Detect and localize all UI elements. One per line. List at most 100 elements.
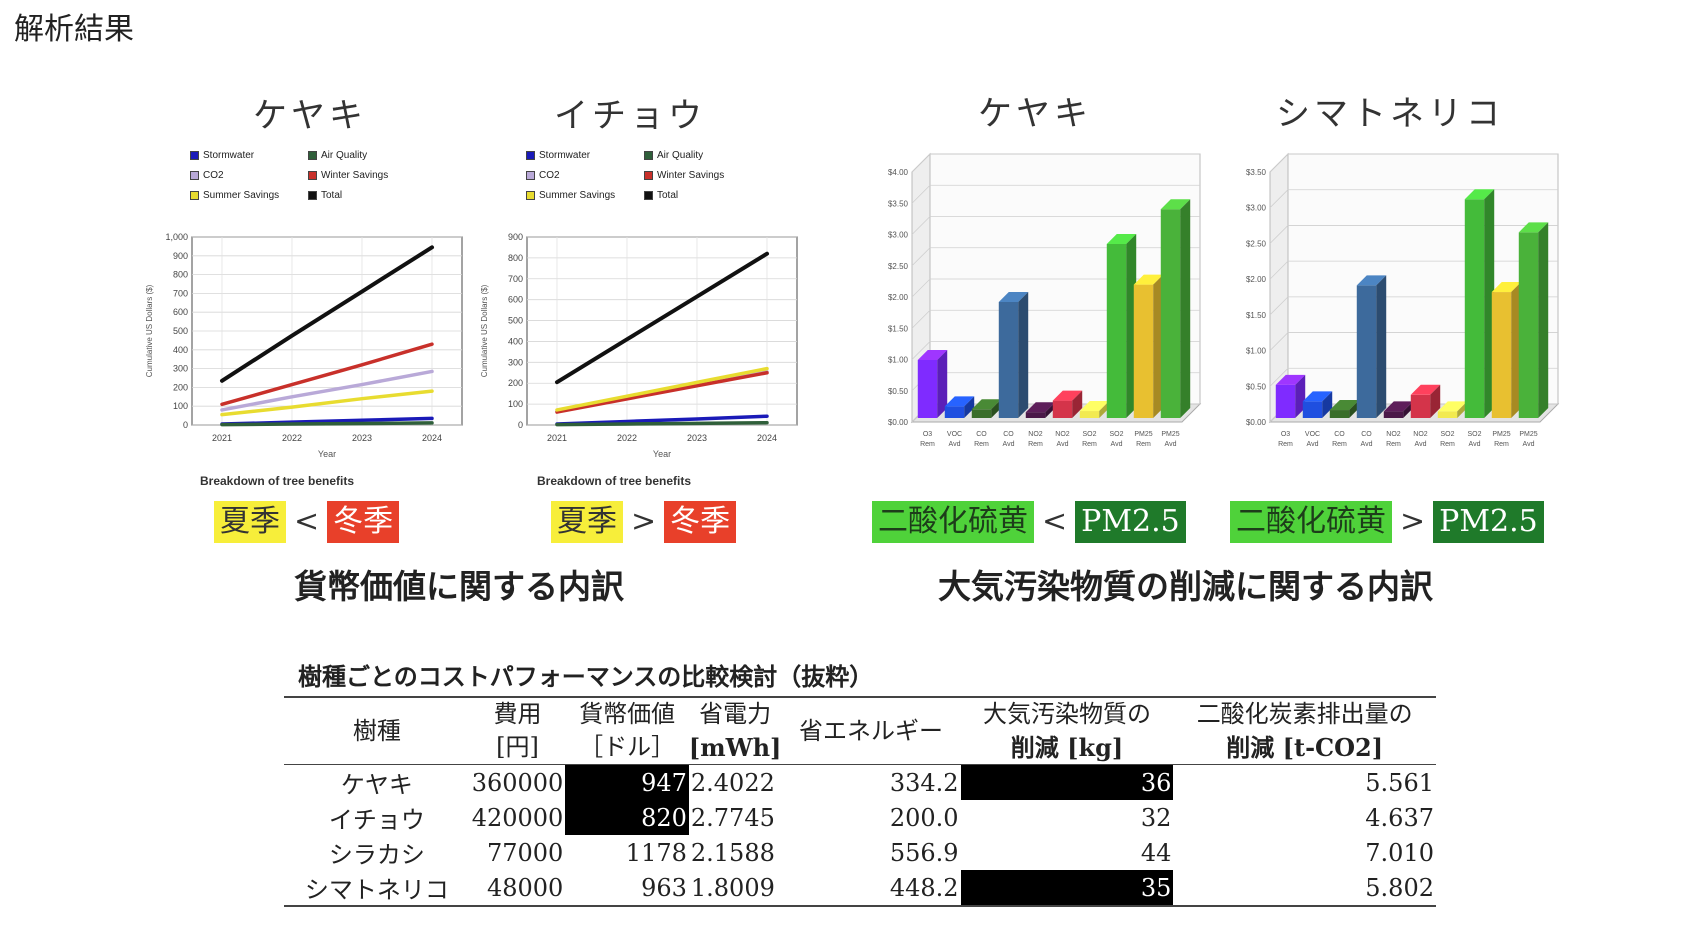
legend-label: CO2 xyxy=(203,170,224,181)
y-tick-label: 0 xyxy=(183,420,188,430)
x-tick-label: SO2 xyxy=(1082,431,1096,438)
cell-co2-reduction: 5.561 xyxy=(1365,768,1434,797)
y-tick-label: $0.00 xyxy=(1246,418,1267,427)
bar-side xyxy=(964,396,975,418)
x-axis-label: Year xyxy=(653,449,671,459)
comparison-icho: 夏季 > 冬季 xyxy=(551,501,737,543)
bar xyxy=(1275,384,1296,418)
cell-energy-saving: 334.2 xyxy=(889,768,959,797)
legend-item: Stormwater xyxy=(190,150,254,161)
x-tick-label: Avd xyxy=(1057,441,1069,448)
bar-side xyxy=(1072,390,1083,418)
y-tick-label: 200 xyxy=(173,382,188,392)
legend-swatch xyxy=(190,190,199,200)
bar-side xyxy=(991,399,1002,418)
plot-area xyxy=(526,236,798,426)
bar-top xyxy=(1302,391,1333,402)
table-title: 樹種ごとのコストパフォーマンスの比較検討（抜粋） xyxy=(298,663,874,691)
y-tick-label: 1,000 xyxy=(165,232,188,242)
grid-line xyxy=(911,247,931,267)
header-label: 二酸化炭素排出量の xyxy=(1196,700,1413,728)
slide-title: 解析結果 xyxy=(14,12,134,47)
x-tick-label: 2021 xyxy=(212,433,232,443)
x-tick-label: PM25 xyxy=(1519,431,1537,438)
section-pollutants: 大気汚染物質の削減に関する内訳 xyxy=(938,567,1433,606)
x-tick-label: CO xyxy=(1003,431,1014,438)
cell-pollutant-reduction: 36 xyxy=(960,764,1174,800)
bar xyxy=(1025,412,1046,418)
bar-side xyxy=(1045,402,1056,418)
y-tick-label: $0.00 xyxy=(888,418,909,427)
y-tick-label: 500 xyxy=(173,326,188,336)
x-tick-label: PM25 xyxy=(1161,431,1179,438)
y-tick-label: $0.50 xyxy=(888,387,909,396)
bar-top xyxy=(1133,274,1164,285)
series-line xyxy=(220,421,434,427)
x-tick-label: CO xyxy=(976,431,987,438)
bar xyxy=(971,409,992,418)
bar xyxy=(1383,411,1404,418)
series-line xyxy=(220,369,434,412)
y-tick-label: $2.50 xyxy=(1246,239,1267,248)
y-tick-label: $4.00 xyxy=(888,168,909,177)
chart-title-icho-line: イチョウ xyxy=(554,96,706,136)
grid-line xyxy=(911,309,931,329)
x-tick-label: O3 xyxy=(923,431,932,438)
x-tick-label: NO2 xyxy=(1413,431,1428,438)
y-tick-label: $3.50 xyxy=(1246,168,1267,177)
header-label: 樹種 xyxy=(352,716,401,745)
legend-swatch xyxy=(526,190,535,200)
grid-line xyxy=(1269,189,1289,208)
x-tick-label: Rem xyxy=(1494,441,1509,448)
legend-item: Winter Savings xyxy=(644,170,724,181)
legend-swatch xyxy=(190,170,199,180)
x-tick-label: Avd xyxy=(1523,441,1535,448)
bar-side xyxy=(1538,222,1549,418)
grid-line xyxy=(911,153,931,173)
legend-item: Total xyxy=(308,190,342,201)
comparison-right: PM2.5 xyxy=(1433,501,1544,543)
legend-item: Summer Savings xyxy=(190,190,279,201)
cell-species: シラカシ xyxy=(328,841,425,869)
legend-label: Winter Savings xyxy=(321,170,389,181)
legend-swatch xyxy=(190,150,199,160)
y-tick-label: 100 xyxy=(508,399,523,409)
legend-label: Stormwater xyxy=(539,150,591,161)
header-label: 省電力 xyxy=(699,700,772,728)
comparison-keyaki-pollutants: 二酸化硫黄 < PM2.5 xyxy=(872,501,1186,543)
comparison-left: 二酸化硫黄 xyxy=(1230,501,1392,543)
bar xyxy=(1464,199,1485,418)
x-tick-label: CO xyxy=(1334,431,1345,438)
y-tick-label: 200 xyxy=(508,378,523,388)
cell-power-saving: 2.1588 xyxy=(690,838,775,867)
y-tick-label: 0 xyxy=(518,420,523,430)
grid-line xyxy=(1269,153,1289,173)
header-unit: 削減 [kg] xyxy=(1010,733,1124,762)
legend-item: CO2 xyxy=(526,170,560,181)
comparison-shimatoneriko-pollutants: 二酸化硫黄 > PM2.5 xyxy=(1230,501,1544,543)
y-tick-label: $2.00 xyxy=(1246,275,1267,284)
x-tick-label: 2023 xyxy=(352,433,372,443)
bar-top xyxy=(1491,282,1522,293)
bar-top xyxy=(971,399,1002,410)
header-label: 貨幣価値 xyxy=(579,700,676,728)
bar-side xyxy=(1180,199,1191,418)
y-tick-label: 500 xyxy=(508,316,523,326)
x-tick-label: Rem xyxy=(1332,441,1347,448)
bar-side xyxy=(1484,189,1495,418)
y-axis-label: Cumulative US Dollars ($) xyxy=(480,284,489,377)
legend-item: Air Quality xyxy=(308,150,367,161)
x-tick-label: Avd xyxy=(1361,441,1373,448)
comparison-operator: < xyxy=(1042,504,1068,539)
y-tick-label: 400 xyxy=(508,336,523,346)
bar-side xyxy=(1018,292,1029,418)
legend-label: Summer Savings xyxy=(539,190,616,201)
bar xyxy=(944,406,965,418)
x-tick-label: Avd xyxy=(949,441,961,448)
legend-swatch xyxy=(308,150,317,160)
x-tick-label: 2022 xyxy=(282,433,302,443)
legend-item: Stormwater xyxy=(526,150,590,161)
x-tick-label: CO xyxy=(1361,431,1372,438)
cell-cost: 360000 xyxy=(471,768,564,797)
legend-label: Winter Savings xyxy=(657,170,725,181)
